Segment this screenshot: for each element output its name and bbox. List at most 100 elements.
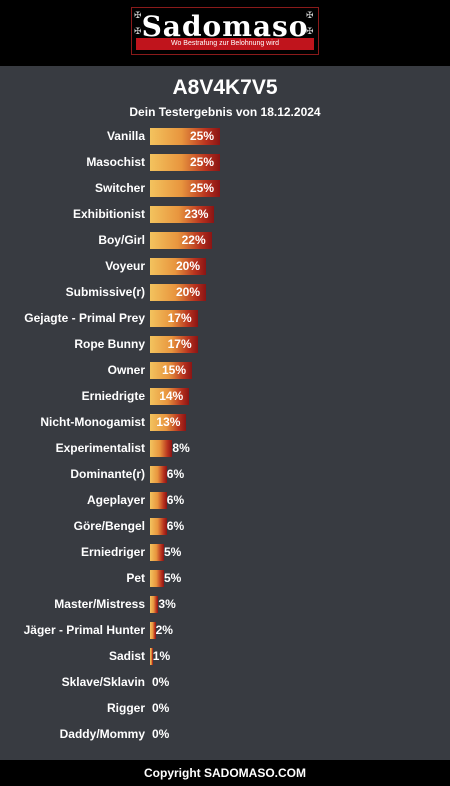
- category-label: Daddy/Mommy: [59, 727, 145, 741]
- value-label: 13%: [156, 415, 181, 429]
- corner-ornament-icon: ✠: [306, 26, 314, 36]
- chart-row: Ageplayer 6%: [0, 490, 450, 512]
- chart-row: Erniedriger 5%: [0, 542, 450, 564]
- chart-row: Sklave/Sklavin 0%: [0, 672, 450, 694]
- chart-row: Owner 15%: [0, 360, 450, 382]
- chart-row: Sadist 1%: [0, 646, 450, 668]
- chart-row: Rigger 0%: [0, 698, 450, 720]
- category-label: Exhibitionist: [73, 207, 145, 221]
- chart-bar: [150, 310, 198, 327]
- category-label: Switcher: [94, 181, 145, 195]
- chart-bar: [150, 518, 167, 535]
- chart-row: Experimentalist 8%: [0, 438, 450, 460]
- value-label: 25%: [190, 155, 215, 169]
- value-label: 5%: [164, 571, 182, 585]
- chart-bar: [150, 622, 156, 639]
- chart-bar: [150, 388, 190, 405]
- category-label: Submissive(r): [65, 285, 145, 299]
- value-label: 20%: [176, 259, 201, 273]
- value-label: 17%: [167, 311, 192, 325]
- chart-bar: [150, 206, 215, 223]
- value-label: 17%: [167, 337, 192, 351]
- chart-row: Pet 5%: [0, 568, 450, 590]
- chart-bar: [150, 466, 167, 483]
- category-label: Ageplayer: [86, 493, 145, 507]
- chart-bar: [150, 596, 159, 613]
- chart-bar: [150, 648, 153, 665]
- chart-bar: [150, 570, 164, 587]
- value-label: 23%: [184, 207, 209, 221]
- chart-row: Erniedrigte 14%: [0, 386, 450, 408]
- value-label: 25%: [190, 129, 215, 143]
- value-label: 3%: [158, 597, 176, 611]
- category-label: Rigger: [106, 701, 145, 715]
- category-label: Sadist: [108, 649, 145, 663]
- corner-ornament-icon: ✠: [306, 10, 314, 20]
- category-label: Rope Bunny: [74, 337, 145, 351]
- chart-row: Nicht-Monogamist 13%: [0, 412, 450, 434]
- chart-row: Göre/Bengel 6%: [0, 516, 450, 538]
- category-label: Erniedriger: [80, 545, 145, 559]
- value-label: 20%: [176, 285, 201, 299]
- category-label: Dominante(r): [70, 467, 145, 481]
- category-label: Erniedrigte: [81, 389, 145, 403]
- value-label: 15%: [162, 363, 187, 377]
- value-label: 0%: [152, 727, 170, 741]
- category-label: Nicht-Monogamist: [40, 415, 145, 429]
- value-label: 8%: [172, 441, 190, 455]
- chart-bar: [150, 154, 220, 171]
- chart-bar: [150, 440, 173, 457]
- corner-ornament-icon: ✠: [134, 26, 142, 36]
- logo-wordmark: Sadomaso: [141, 10, 309, 43]
- value-label: 22%: [181, 233, 206, 247]
- chart-row: Submissive(r) 20%: [0, 282, 450, 304]
- site-logo[interactable]: ✠ ✠ ✠ ✠ Sadomaso Wo Bestrafung zur Beloh…: [131, 7, 319, 55]
- chart-row: Exhibitionist 23%: [0, 204, 450, 226]
- value-label: 0%: [152, 701, 170, 715]
- chart-row: Voyeur 20%: [0, 256, 450, 278]
- value-label: 25%: [190, 181, 215, 195]
- value-label: 0%: [152, 675, 170, 689]
- category-label: Master/Mistress: [54, 597, 145, 611]
- chart-row: Rope Bunny 17%: [0, 334, 450, 356]
- chart-row: Masochist 25%: [0, 152, 450, 174]
- category-label: Gejagte - Primal Prey: [24, 311, 145, 325]
- chart-bar: [150, 284, 206, 301]
- site-header: ✠ ✠ ✠ ✠ Sadomaso Wo Bestrafung zur Beloh…: [0, 0, 450, 66]
- chart-row: Daddy/Mommy 0%: [0, 724, 450, 746]
- chart-bar: [150, 492, 167, 509]
- category-label: Masochist: [86, 155, 145, 169]
- footer-copyright: Copyright SADOMASO.COM: [0, 760, 450, 786]
- category-label: Owner: [107, 363, 145, 377]
- result-subtitle: Dein Testergebnis von 18.12.2024: [129, 105, 321, 119]
- chart-bar: [150, 544, 164, 561]
- chart-row: Jäger - Primal Hunter 2%: [0, 620, 450, 642]
- chart-row: Boy/Girl 22%: [0, 230, 450, 252]
- value-label: 6%: [166, 493, 185, 507]
- logo-tagline: Wo Bestrafung zur Belohnung wird: [136, 38, 314, 50]
- result-code: A8V4K7V5: [172, 76, 278, 99]
- category-label: Vanilla: [106, 129, 145, 143]
- value-label: 1%: [152, 649, 171, 663]
- chart-bar: [150, 232, 212, 249]
- value-label: 5%: [164, 545, 182, 559]
- category-label: Boy/Girl: [98, 233, 145, 247]
- chart-bar: [150, 258, 206, 275]
- value-label: 2%: [155, 623, 173, 637]
- chart-bar: [150, 362, 192, 379]
- result-panel: A8V4K7V5 Dein Testergebnis von 18.12.202…: [0, 66, 450, 760]
- value-label: 6%: [166, 467, 185, 481]
- corner-ornament-icon: ✠: [134, 10, 142, 20]
- value-label: 14%: [159, 389, 184, 403]
- chart-bar: [150, 414, 187, 431]
- category-label: Experimentalist: [55, 441, 145, 455]
- value-label: 6%: [166, 519, 185, 533]
- chart-bar: [150, 336, 198, 353]
- category-label: Jäger - Primal Hunter: [23, 623, 145, 637]
- chart-row: Master/Mistress 3%: [0, 594, 450, 616]
- category-label: Sklave/Sklavin: [61, 675, 145, 689]
- chart-bar: [150, 128, 220, 145]
- chart-row: Dominante(r) 6%: [0, 464, 450, 486]
- chart-bar: [150, 180, 220, 197]
- chart-row: Gejagte - Primal Prey 17%: [0, 308, 450, 330]
